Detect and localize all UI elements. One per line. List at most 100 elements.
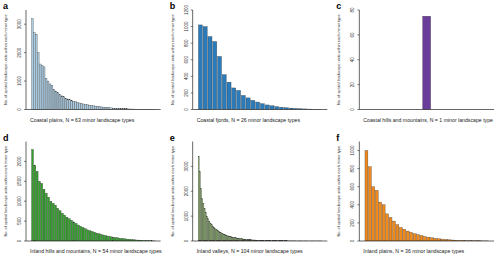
bar [216,230,217,241]
panel-label: e [170,133,175,143]
bar [437,239,440,241]
bar [34,165,36,241]
y-axis-label: No. of spatial landscape units within ea… [170,146,175,237]
bar [365,151,368,241]
bar [420,236,423,241]
bar [223,234,224,241]
bar [50,201,52,241]
bar [202,199,203,241]
y-tick [191,59,193,60]
y-axis-label: No. of spatial landscape units within ea… [3,146,8,237]
bar [237,238,238,241]
y-tick [191,166,193,167]
y-tick [191,10,193,11]
x-axis [26,109,161,110]
bar [199,171,200,241]
y-tick [191,241,193,242]
bar [241,239,242,241]
y-tick-label: 800 [350,164,355,172]
y-axis-label: No. of spatial landscape units within ea… [336,146,341,237]
bar [57,208,59,241]
bars [32,19,156,110]
y-tick [357,222,359,223]
bar [232,88,236,110]
y-tick [24,52,26,53]
y-tick-label: 20 [350,82,355,88]
x-axis [193,241,328,242]
bar [203,27,207,110]
bars [423,16,431,109]
bar [89,105,91,109]
bar [379,202,382,241]
bars [365,151,488,241]
bar [246,98,250,110]
bar [208,219,209,241]
bar [87,230,89,241]
x-axis-label: Inland plains, N = 36 minor landscape ty… [363,248,464,254]
bar [96,233,98,241]
x-axis-label: Coastal hills and mountains, N = 1 minor… [363,117,493,123]
y-tick [24,201,26,202]
figure: a0100020003000No. of spatial landscape u… [0,0,500,263]
panel-label: a [3,1,9,11]
bar [417,235,420,241]
y-tick [357,204,359,205]
bar [198,156,199,241]
bar [236,238,237,241]
bar [45,193,47,241]
bar [71,101,73,110]
y-tick-label: 1000 [350,145,355,156]
y-tick [24,181,26,182]
bar [41,183,43,241]
y-tick-label: 200 [350,219,355,227]
y-tick-label: 1000 [17,76,22,87]
bar [37,53,39,110]
y-tick-label: 40 [350,57,355,63]
y-tick [357,186,359,187]
bar [77,225,79,241]
bar [279,107,283,109]
bar [427,237,430,241]
bar [43,67,45,110]
y-tick [191,191,193,192]
bar [34,33,36,110]
bar [110,237,112,241]
bar [203,204,204,241]
x-axis-label: Inland valleys, N = 104 minor landscape … [197,248,303,254]
y-tick-label: 3000 [184,161,189,172]
bar [45,78,47,109]
y-tick-label: 2000 [184,186,189,197]
bar [217,56,221,109]
bar [218,231,219,241]
bar [251,100,255,109]
y-tick [191,26,193,27]
bar [55,91,57,109]
bar [386,214,389,241]
bar [212,226,213,241]
y-tick [191,43,193,44]
panel-label: b [170,1,176,11]
y-tick [24,81,26,82]
panel-label: d [3,133,9,143]
bar [103,235,105,241]
bar [220,232,221,241]
bar [230,237,231,241]
bar [73,222,75,241]
bar [121,238,123,241]
bar [403,229,406,241]
y-tick-label: 1200 [184,4,189,15]
y-tick [24,109,26,110]
bar [55,205,57,241]
x-axis-label: Inland hills and mountains, N = 54 minor… [30,248,162,254]
bar [83,104,85,110]
bar [82,227,84,241]
bar [47,81,49,109]
y-tick-label: 400 [350,201,355,209]
bar [239,238,240,241]
bar [36,171,38,241]
bar [265,105,269,110]
y-tick [24,161,26,162]
y-axis-label: No. of spatial landscape units within ea… [170,14,175,105]
bar [222,75,226,110]
bars [198,25,321,110]
